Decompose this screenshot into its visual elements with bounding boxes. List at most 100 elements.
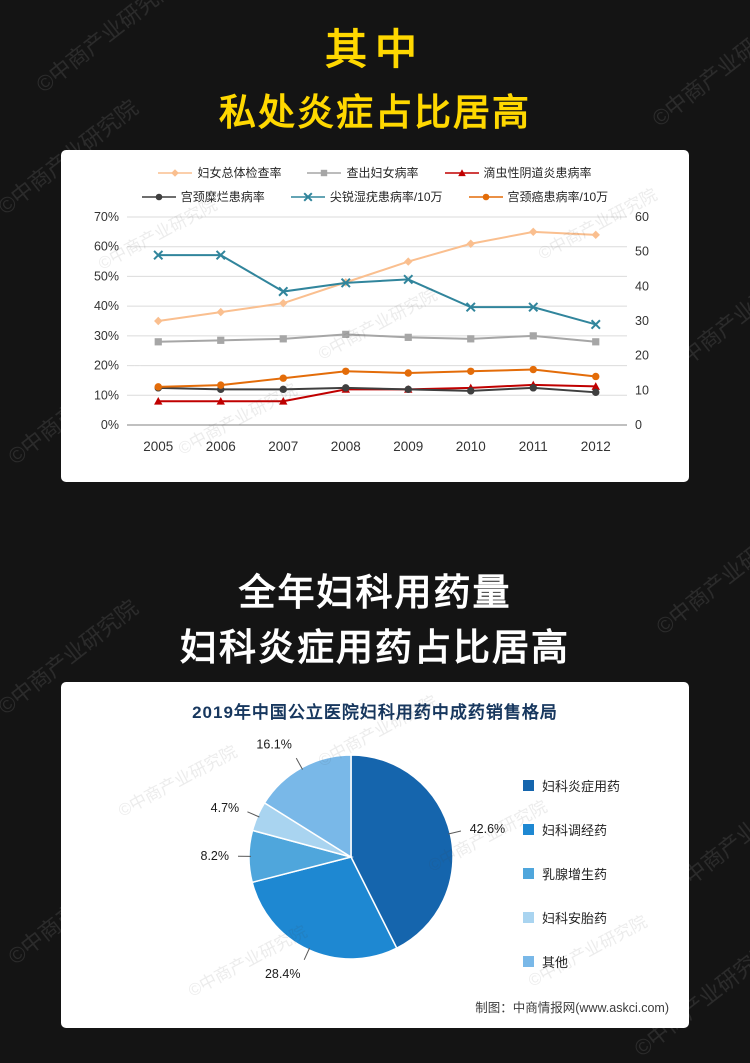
- legend-item: 尖锐湿疣患病率/10万: [291, 188, 443, 205]
- pie-data-label: 28.4%: [265, 967, 300, 981]
- legend-label: 妇女总体检查率: [197, 164, 281, 181]
- left-axis-tick-label: 0%: [101, 418, 119, 432]
- legend-swatch: [523, 868, 534, 879]
- marker-circle: [405, 386, 412, 393]
- left-axis-tick-label: 50%: [94, 269, 119, 283]
- marker-circle: [280, 386, 287, 393]
- right-axis-tick-label: 40: [635, 279, 649, 293]
- marker-square: [592, 338, 599, 345]
- pie-data-label: 8.2%: [201, 849, 230, 863]
- marker-diamond: [154, 317, 162, 325]
- pie-legend-label: 妇科安胎药: [542, 908, 607, 927]
- x-axis-tick-label: 2009: [393, 439, 423, 454]
- marker-diamond: [592, 231, 600, 239]
- legend-marker-icon: [158, 167, 192, 179]
- legend-swatch: [523, 780, 534, 791]
- pie-legend-label: 妇科调经药: [542, 820, 607, 839]
- right-axis-tick-label: 10: [635, 383, 649, 397]
- legend-label: 滴虫性阴道炎患病率: [484, 164, 592, 181]
- marker-circle: [342, 384, 349, 391]
- right-axis-tick-label: 50: [635, 245, 649, 259]
- marker-circle: [155, 193, 162, 200]
- section-title-line1: 全年妇科用药量: [0, 562, 750, 616]
- section-title-line2: 妇科炎症用药占比居高: [0, 617, 750, 671]
- legend-label: 宫颈癌患病率/10万: [508, 188, 609, 205]
- pie-legend-item: 乳腺增生药: [523, 864, 620, 883]
- pie-data-label: 16.1%: [256, 737, 291, 751]
- pie-label-leader: [296, 758, 302, 769]
- legend-label: 查出妇女病率: [346, 164, 418, 181]
- legend-item: 查出妇女病率: [307, 164, 418, 181]
- marker-diamond: [172, 169, 180, 177]
- legend-item: 宫颈糜烂患病率: [142, 188, 265, 205]
- left-axis-tick-label: 70%: [94, 210, 119, 224]
- pie-legend-item: 妇科安胎药: [523, 908, 620, 927]
- marker-circle: [217, 381, 224, 388]
- marker-square: [217, 337, 224, 344]
- marker-circle: [592, 373, 599, 380]
- legend-marker-icon: [445, 167, 479, 179]
- x-axis-tick-label: 2012: [581, 439, 611, 454]
- marker-diamond: [404, 257, 412, 265]
- right-axis-tick-label: 30: [635, 314, 649, 328]
- marker-square: [405, 334, 412, 341]
- pie-legend-label: 妇科炎症用药: [542, 776, 620, 795]
- x-axis-tick-label: 2010: [456, 439, 486, 454]
- legend-marker-icon: [307, 167, 341, 179]
- x-axis-tick-label: 2008: [331, 439, 361, 454]
- legend-row: 妇女总体检查率 查出妇女病率 滴虫性阴道炎患病率: [158, 164, 591, 181]
- marker-square: [467, 335, 474, 342]
- right-axis-tick-label: 20: [635, 349, 649, 363]
- pie-legend-item: 妇科炎症用药: [523, 776, 620, 795]
- right-axis-tick-label: 60: [635, 210, 649, 224]
- marker-circle: [530, 384, 537, 391]
- marker-circle: [482, 193, 489, 200]
- x-axis-tick-label: 2006: [206, 439, 236, 454]
- right-axis-tick-label: 0: [635, 418, 642, 432]
- x-axis-tick-label: 2005: [143, 439, 173, 454]
- marker-circle: [405, 369, 412, 376]
- pie-chart-card: 2019年中国公立医院妇科用药中成药销售格局 42.6%28.4%8.2%4.7…: [61, 682, 689, 1028]
- line-chart: 0%10%20%30%40%50%60%70%01020304050602005…: [61, 209, 689, 461]
- chart-source-credit: 制图：中商情报网(www.askci.com): [475, 997, 669, 1016]
- pie-chart: 42.6% 28.4% 8.2% 4.7% 16.1%: [61, 725, 561, 1013]
- pie-data-label: 42.6%: [470, 822, 505, 836]
- marker-circle: [467, 368, 474, 375]
- line-chart-legend: 妇女总体检查率 查出妇女病率 滴虫性阴道炎患病率宫颈糜烂患病率 尖锐湿疣患病率/10万…: [61, 150, 689, 205]
- marker-diamond: [217, 308, 225, 316]
- left-axis-tick-label: 10%: [94, 388, 119, 402]
- legend-item: 妇女总体检查率: [158, 164, 281, 181]
- legend-marker-icon: [469, 191, 503, 203]
- x-axis-tick-label: 2011: [519, 439, 548, 454]
- legend-item: 滴虫性阴道炎患病率: [445, 164, 592, 181]
- legend-marker-icon: [291, 191, 325, 203]
- marker-circle: [342, 368, 349, 375]
- page-subtitle: 私处炎症占比居高: [0, 82, 750, 136]
- legend-marker-icon: [142, 191, 176, 203]
- pie-legend-label: 乳腺增生药: [542, 864, 607, 883]
- left-axis-tick-label: 60%: [94, 240, 119, 254]
- marker-circle: [592, 389, 599, 396]
- pie-legend-item: 妇科调经药: [523, 820, 620, 839]
- legend-swatch: [523, 956, 534, 967]
- marker-square: [155, 338, 162, 345]
- marker-square: [342, 331, 349, 338]
- pie-chart-legend: 妇科炎症用药妇科调经药乳腺增生药妇科安胎药其他: [523, 776, 620, 971]
- page-title: 其中: [0, 16, 750, 77]
- x-axis-tick-label: 2007: [268, 439, 298, 454]
- legend-label: 尖锐湿疣患病率/10万: [330, 188, 443, 205]
- marker-diamond: [529, 228, 537, 236]
- legend-label: 宫颈糜烂患病率: [181, 188, 265, 205]
- left-axis-tick-label: 30%: [94, 329, 119, 343]
- marker-circle: [280, 375, 287, 382]
- marker-circle: [530, 366, 537, 373]
- legend-item: 宫颈癌患病率/10万: [469, 188, 609, 205]
- marker-square: [280, 335, 287, 342]
- pie-data-label: 4.7%: [211, 801, 240, 815]
- pie-legend-label: 其他: [542, 952, 568, 971]
- marker-circle: [467, 387, 474, 394]
- page: { "page": { "background": "#141414", "ac…: [0, 0, 750, 1032]
- left-axis-tick-label: 40%: [94, 299, 119, 313]
- legend-swatch: [523, 912, 534, 923]
- legend-row: 宫颈糜烂患病率 尖锐湿疣患病率/10万 宫颈癌患病率/10万: [142, 188, 608, 205]
